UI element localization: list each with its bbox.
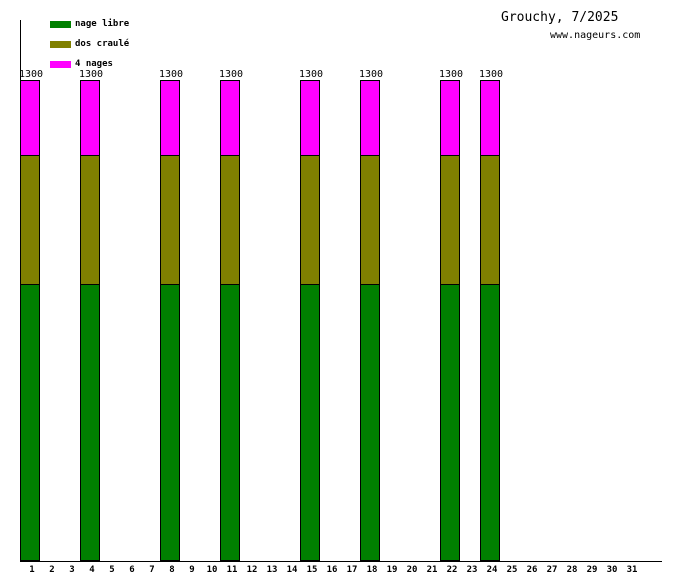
bar-day-22 [440,80,460,561]
x-axis-label-day-1: 1 [29,565,35,575]
bar-segment-4-nages [221,81,239,155]
x-axis-label-day-2: 2 [49,565,55,575]
website-url: www.nageurs.com [550,30,641,41]
bar-value-label-day-8: 1300 [159,69,184,80]
bar-value-label-day-11: 1300 [219,69,244,80]
bar-day-1 [20,80,40,561]
x-axis-label-day-18: 18 [366,565,378,575]
bar-value-label-day-18: 1300 [359,69,384,80]
x-axis-label-day-9: 9 [189,565,195,575]
bar-segment-dos-craulé [441,154,459,284]
x-axis-label-day-17: 17 [346,565,358,575]
x-axis-label-day-28: 28 [566,565,578,575]
bar-value-label-day-22: 1300 [439,69,464,80]
bar-segment-4-nages [441,81,459,155]
bar-segment-dos-craulé [301,154,319,284]
bar-segment-4-nages [21,81,39,155]
chart-title: Grouchy, 7/2025 [501,10,619,25]
x-axis-label-day-11: 11 [226,565,238,575]
bar-segment-dos-craulé [21,154,39,284]
bar-segment-nage-libre [361,283,379,560]
legend-swatch-dos-craule [50,40,71,48]
bar-segment-nage-libre [301,283,319,560]
x-axis-label-day-12: 12 [246,565,258,575]
x-axis-label-day-8: 8 [169,565,175,575]
bar-segment-nage-libre [221,283,239,560]
x-axis-label-day-29: 29 [586,565,598,575]
legend-item-nage-libre: nage libre [50,14,129,34]
legend-label-4-nages: 4 nages [75,59,113,69]
bar-day-4 [80,80,100,561]
legend-label-nage-libre: nage libre [75,19,130,29]
bar-segment-nage-libre [481,283,499,560]
bar-segment-nage-libre [81,283,99,560]
bar-segment-4-nages [361,81,379,155]
x-axis-label-day-23: 23 [466,565,478,575]
x-axis-label-day-16: 16 [326,565,338,575]
bar-day-15 [300,80,320,561]
x-axis-label-day-30: 30 [606,565,618,575]
x-axis-label-day-20: 20 [406,565,418,575]
x-axis-label-day-5: 5 [109,565,115,575]
bar-value-label-day-1: 1300 [19,69,44,80]
x-axis-label-day-21: 21 [426,565,438,575]
x-axis-label-day-24: 24 [486,565,498,575]
bar-value-label-day-15: 1300 [299,69,324,80]
legend-item-4-nages: 4 nages [50,54,129,74]
x-axis-label-day-7: 7 [149,565,155,575]
bar-segment-dos-craulé [481,154,499,284]
legend-item-dos-craule: dos craulé [50,34,129,54]
legend-swatch-nage-libre [50,20,71,28]
legend-label-dos-craule: dos craulé [75,39,130,49]
x-axis-label-day-6: 6 [129,565,135,575]
x-axis-label-day-25: 25 [506,565,518,575]
x-axis-label-day-14: 14 [286,565,298,575]
bar-segment-4-nages [481,81,499,155]
legend: nage libre dos craulé 4 nages [50,14,129,74]
bar-day-24 [480,80,500,561]
x-axis-label-day-27: 27 [546,565,558,575]
x-axis-label-day-4: 4 [89,565,95,575]
x-axis-label-day-19: 19 [386,565,398,575]
x-axis-label-day-26: 26 [526,565,538,575]
legend-swatch-4-nages [50,60,71,68]
bar-segment-dos-craulé [161,154,179,284]
bar-day-11 [220,80,240,561]
bar-day-18 [360,80,380,561]
bar-segment-dos-craulé [221,154,239,284]
bar-segment-4-nages [301,81,319,155]
x-axis-label-day-3: 3 [69,565,75,575]
bar-segment-nage-libre [441,283,459,560]
x-axis-label-day-10: 10 [206,565,218,575]
bar-day-8 [160,80,180,561]
bar-segment-4-nages [161,81,179,155]
x-axis-label-day-31: 31 [626,565,638,575]
x-axis-label-day-13: 13 [266,565,278,575]
bar-value-label-day-24: 1300 [479,69,504,80]
bar-segment-nage-libre [161,283,179,560]
bar-value-label-day-4: 1300 [79,69,104,80]
bar-segment-dos-craulé [81,154,99,284]
x-axis-label-day-15: 15 [306,565,318,575]
x-axis-line [20,561,662,562]
bar-segment-dos-craulé [361,154,379,284]
bar-segment-nage-libre [21,283,39,560]
bar-segment-4-nages [81,81,99,155]
x-axis-label-day-22: 22 [446,565,458,575]
